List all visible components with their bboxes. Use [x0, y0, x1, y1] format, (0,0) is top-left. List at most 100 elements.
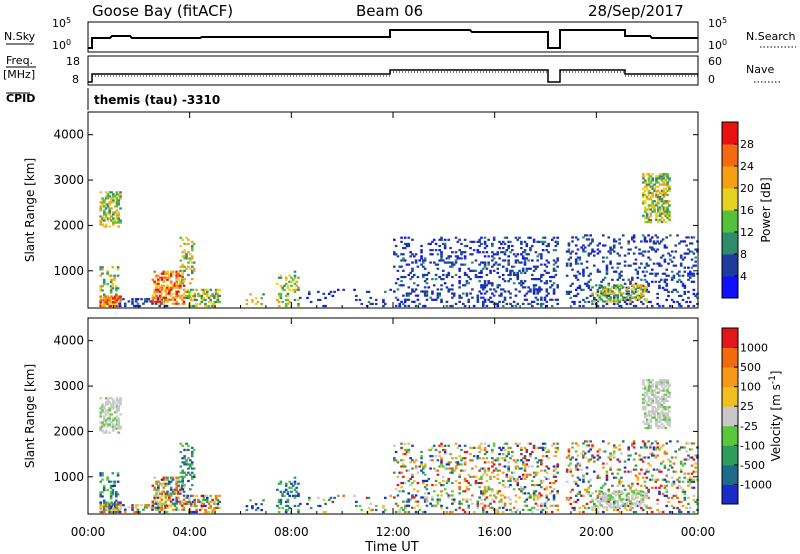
velocity-cell [616, 468, 620, 471]
power-cell [523, 249, 527, 252]
velocity-cell [443, 448, 447, 452]
velocity-cell [183, 484, 186, 487]
velocity-cell [109, 480, 113, 483]
velocity-cell [489, 506, 492, 509]
power-cell [153, 290, 156, 293]
velocity-cell [668, 418, 671, 421]
power-cell [297, 304, 300, 308]
power-cell [498, 263, 501, 266]
power-cell [106, 211, 110, 214]
velocity-cell [639, 494, 643, 497]
velocity-cell [550, 490, 554, 493]
velocity-cell [154, 508, 158, 511]
velocity-cell [642, 381, 645, 384]
velocity-cell [662, 402, 666, 405]
velocity-cell [530, 484, 534, 487]
power-cell [540, 298, 543, 301]
power-cell [211, 304, 214, 308]
power-cell [616, 266, 620, 269]
power-cell [678, 278, 681, 281]
power-cell [620, 284, 623, 287]
velocity-cell [407, 442, 411, 445]
power-cell [491, 242, 494, 246]
power-cell [155, 282, 158, 285]
power-cell [452, 263, 456, 266]
power-cell [605, 288, 609, 291]
velocity-cell [155, 492, 158, 495]
velocity-cell [632, 498, 636, 501]
velocity-cell [434, 479, 438, 483]
velocity-cell [621, 502, 625, 505]
velocity-cell [662, 406, 666, 409]
power-cell [102, 280, 106, 284]
velocity-cell [507, 452, 510, 456]
power-cell [521, 302, 525, 306]
velocity-cell [661, 478, 665, 481]
velocity-cell [489, 488, 492, 491]
power-cell [177, 286, 180, 289]
velocity-cell [136, 508, 140, 511]
velocity-cell [629, 470, 632, 473]
power-cell [630, 288, 634, 291]
velocity-cell [195, 510, 198, 514]
velocity-cell [117, 409, 121, 412]
velocity-cell [485, 479, 489, 483]
power-cell [115, 287, 118, 290]
velocity-cell [602, 440, 605, 443]
power-cell [664, 175, 668, 178]
power-cell [463, 284, 467, 287]
power-cell [420, 251, 423, 254]
power-cell [175, 278, 179, 281]
power-cell [153, 270, 156, 273]
power-cell [189, 253, 192, 256]
velocity-cell [115, 427, 119, 430]
velocity-cell [445, 463, 449, 466]
velocity-cell [183, 457, 186, 460]
power-cell [618, 238, 621, 241]
power-cell [99, 303, 103, 306]
power-colorbar-tick-label: 8 [740, 248, 747, 261]
velocity-cell [492, 442, 496, 445]
power-cell [112, 219, 115, 222]
power-cell [678, 304, 681, 308]
power-cell [99, 268, 103, 271]
velocity-cell [481, 510, 485, 514]
power-cell [620, 286, 623, 289]
velocity-cell [405, 469, 409, 472]
power-cell [625, 302, 629, 306]
velocity-cell [440, 465, 443, 468]
power-cell [480, 292, 483, 295]
power-cell [458, 238, 461, 241]
velocity-cell [571, 446, 574, 449]
velocity-cell [480, 448, 483, 452]
power-cell [536, 255, 540, 258]
power-cell [423, 304, 427, 308]
velocity-cell [492, 459, 496, 462]
freq-panel: Freq. [MHz] 18 8 60 0 Nave [3, 54, 780, 86]
velocity-cell [440, 459, 443, 462]
power-cell [674, 244, 678, 247]
velocity-cell [516, 477, 520, 480]
power-cell [469, 269, 472, 272]
velocity-cell [106, 476, 109, 479]
power-cell [423, 257, 427, 260]
velocity-cell [540, 504, 543, 507]
velocity-cell [99, 429, 103, 432]
power-cell [177, 274, 180, 277]
power-cell [169, 286, 173, 289]
power-cell [179, 269, 183, 272]
power-cell [106, 217, 110, 220]
velocity-cell [527, 459, 530, 462]
power-cell [643, 208, 647, 211]
power-cell [652, 248, 656, 251]
power-cell [478, 240, 481, 243]
power-cell [587, 274, 591, 277]
power-cell [480, 242, 483, 246]
power-cell [609, 300, 612, 303]
velocity-cell [656, 508, 659, 512]
velocity-cell [204, 494, 207, 497]
power-cell [109, 280, 113, 284]
velocity-cell [647, 397, 651, 401]
power-cell [641, 284, 645, 287]
velocity-cell [612, 444, 616, 447]
